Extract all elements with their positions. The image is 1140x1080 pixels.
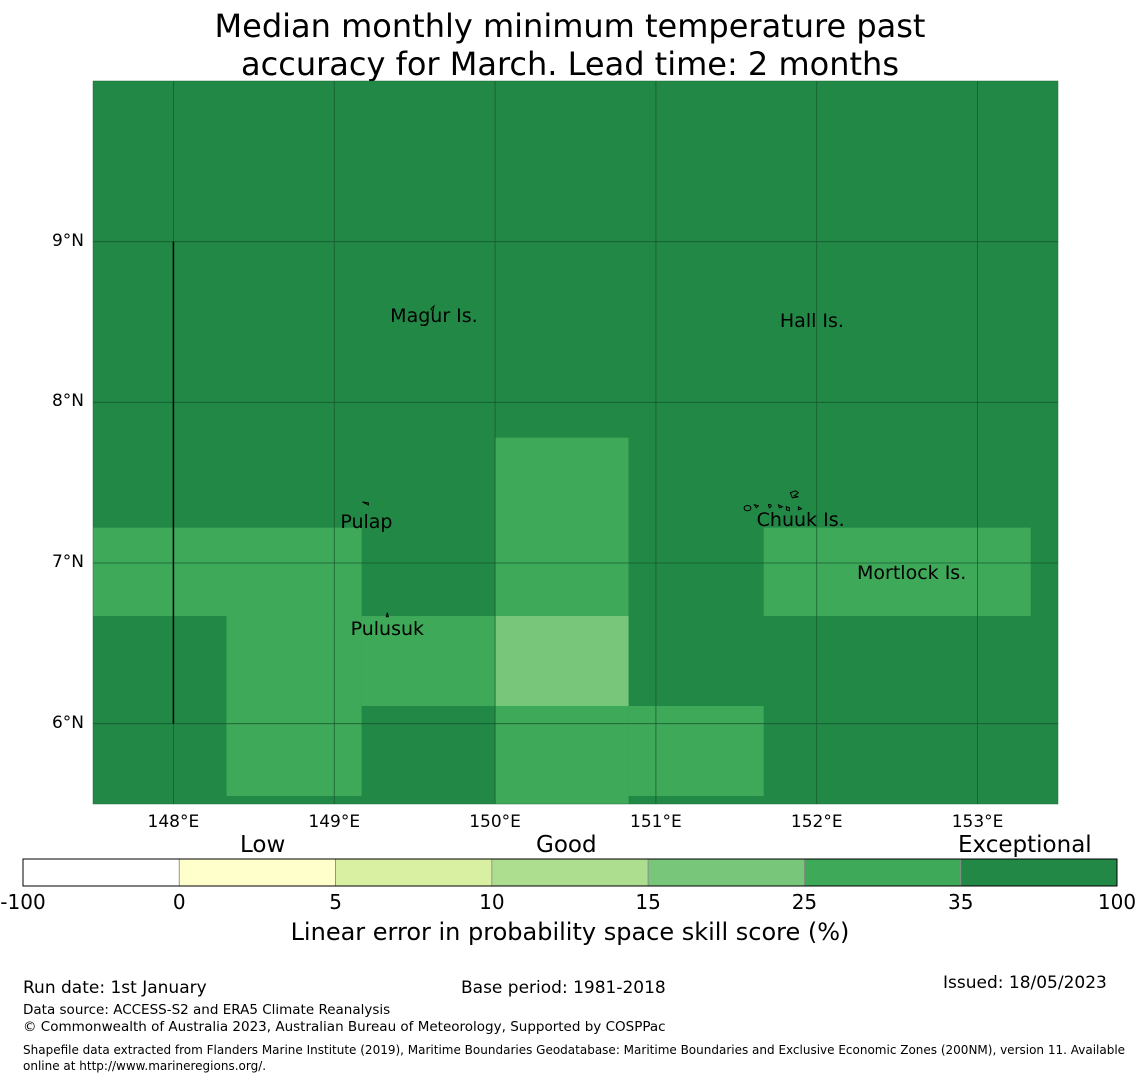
colorbar-frame <box>22 858 1118 887</box>
skill-cell-3 <box>495 437 629 617</box>
lon-tick-label: 152°E <box>790 812 843 832</box>
colorbar-tick-label: 100 <box>1097 890 1137 914</box>
colorbar-tick-label: 10 <box>479 890 505 914</box>
chart-title-line1: Median monthly minimum temperature past <box>214 7 926 45</box>
colorbar-segment-6 <box>960 858 1118 887</box>
place-label: Pulap <box>340 510 393 533</box>
place-label: Hall Is. <box>779 310 844 332</box>
lat-tick-label: 8°N <box>51 391 84 412</box>
issued-date: Issued: 18/05/2023 <box>943 973 1107 993</box>
skill-cell-4 <box>495 616 629 706</box>
lat-tick-label: 9°N <box>51 230 84 251</box>
copyright: © Commonwealth of Australia 2023, Austra… <box>23 1019 666 1035</box>
data-source: Data source: ACCESS-S2 and ERA5 Climate … <box>23 1002 391 1018</box>
place-label: Mortlock Is. <box>857 562 967 585</box>
colorbar-segment-4 <box>647 858 805 887</box>
island-outline <box>385 612 389 618</box>
colorbar-tick-label: -100 <box>0 890 46 914</box>
colorbar-label: Linear error in probability space skill … <box>290 918 850 946</box>
category-good-label: Good <box>536 832 597 858</box>
colorbar-segment-5 <box>804 858 962 887</box>
lon-tick-label: 153°E <box>951 812 1004 832</box>
colorbar-tick-label: 5 <box>329 890 342 914</box>
colorbar-segment-0 <box>22 858 180 887</box>
skill-cell-0 <box>93 527 362 617</box>
category-exceptional-label: Exceptional <box>958 832 1092 858</box>
skill-cell-7 <box>763 527 1031 617</box>
place-label: Magur Is. <box>390 305 478 328</box>
island-outline <box>743 490 803 512</box>
lon-tick-label: 150°E <box>469 812 521 832</box>
shapefile-credit-line2: online at http://www.marineregions.org/. <box>23 1059 267 1073</box>
lon-tick-label: 151°E <box>630 812 682 832</box>
island-outline <box>430 304 435 312</box>
colorbar <box>22 858 1118 887</box>
colorbar-segment-1 <box>178 858 336 887</box>
shapefile-credit-line1: Shapefile data extracted from Flanders M… <box>23 1043 1126 1057</box>
colorbar-segment-3 <box>491 858 649 887</box>
base-period: Base period: 1981-2018 <box>461 978 666 998</box>
colorbar-tick-label: 35 <box>947 890 974 914</box>
place-label: Chuuk Is. <box>756 509 845 532</box>
lat-tick-label: 7°N <box>51 552 84 572</box>
colorbar-segment-2 <box>335 858 493 887</box>
run-date: Run date: 1st January <box>23 978 207 998</box>
lat-tick-label: 6°N <box>51 712 84 733</box>
colorbar-tick-label: 0 <box>172 890 186 914</box>
lon-tick-label: 148°E <box>147 812 200 832</box>
place-label: Pulusuk <box>350 618 425 641</box>
map-frame <box>92 80 1059 805</box>
colorbar-tick-label: 15 <box>635 890 661 914</box>
skill-cell-6 <box>628 705 764 796</box>
island-outline <box>362 501 369 506</box>
skill-cell-1 <box>226 616 362 796</box>
lon-tick-label: 149°E <box>308 812 361 832</box>
chart-title-line2: accuracy for March. Lead time: 2 months <box>241 45 899 83</box>
skill-cell-5 <box>495 705 629 804</box>
skill-cell-2 <box>361 616 496 706</box>
category-low-label: Low <box>240 832 286 858</box>
colorbar-tick-label: 25 <box>791 890 818 914</box>
map-plot-area <box>92 80 1059 805</box>
